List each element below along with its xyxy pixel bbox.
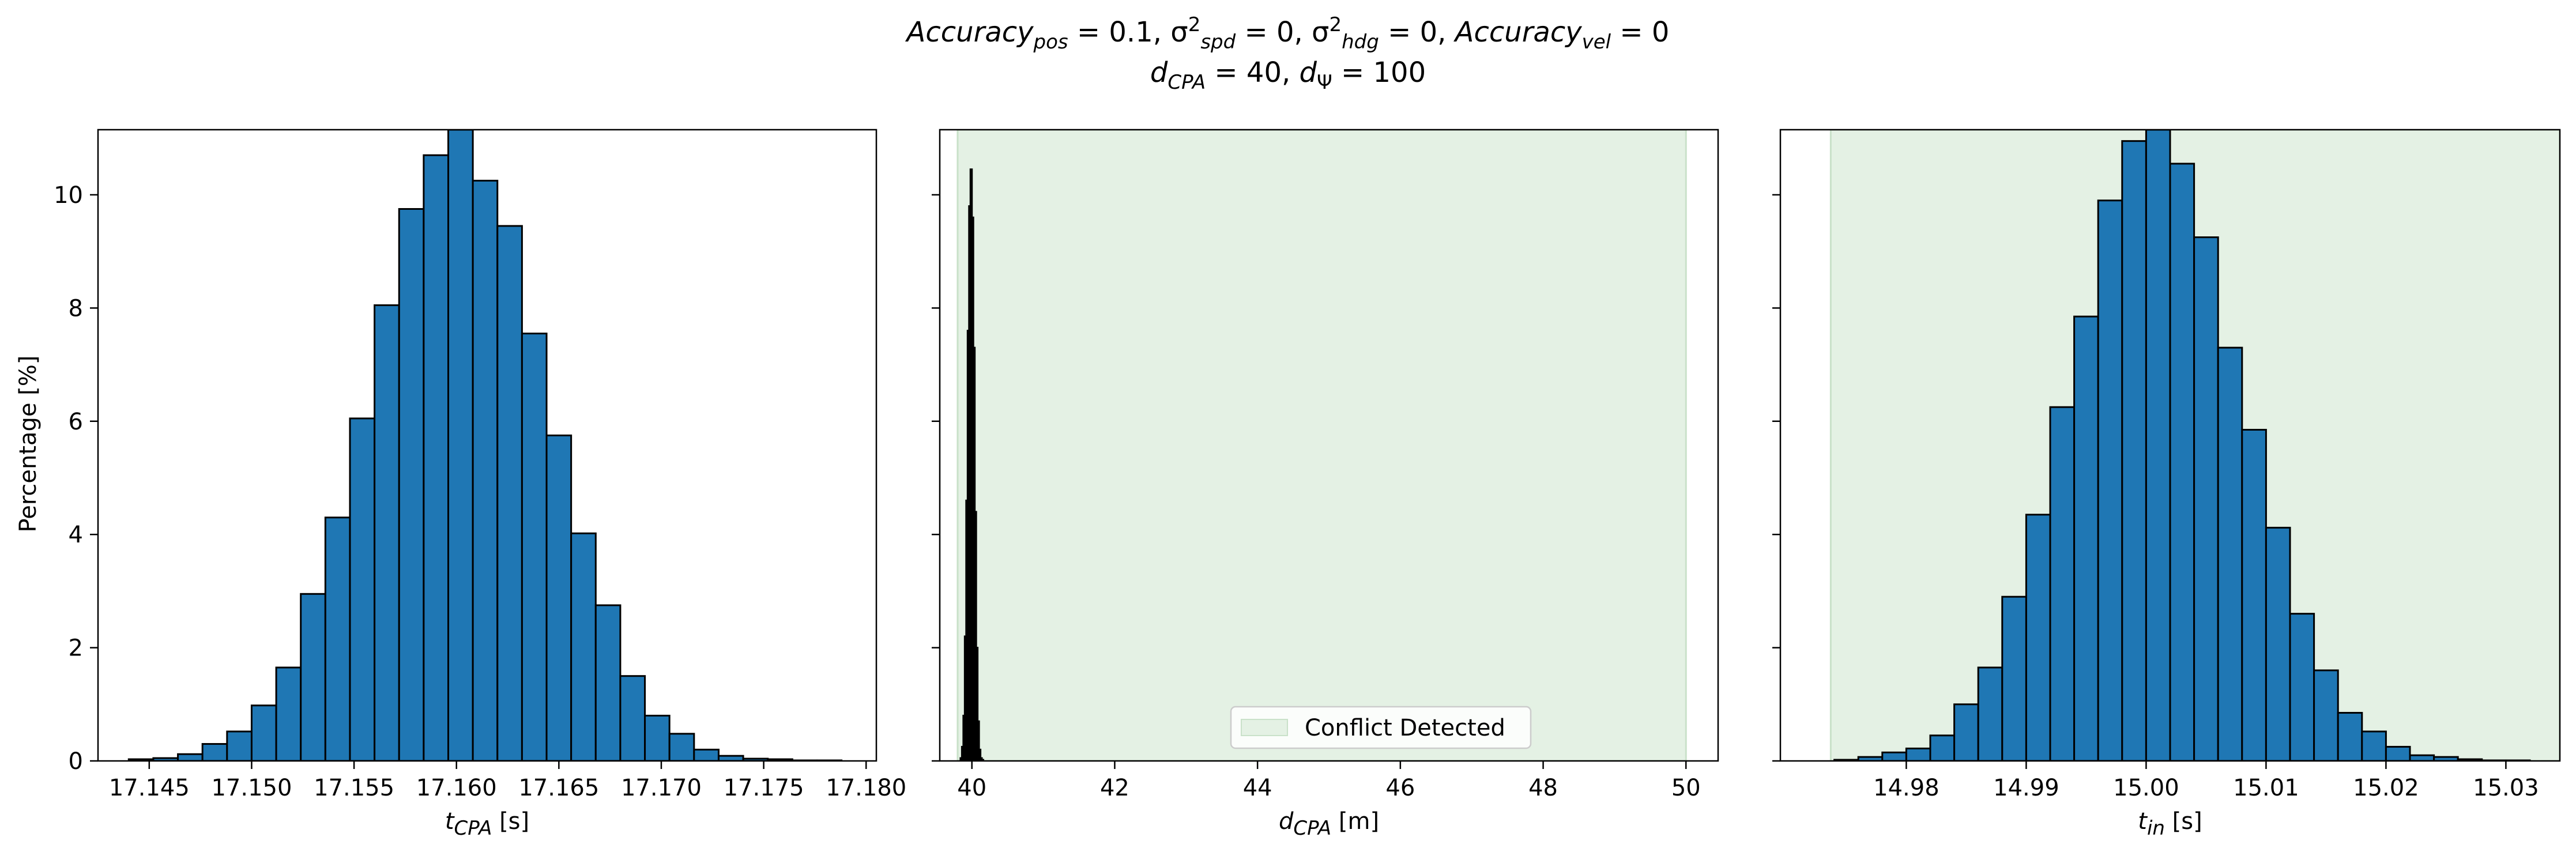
histogram-bar [978, 748, 982, 761]
x-tick-label: 15.01 [2233, 775, 2299, 801]
x-tick-label: 50 [1671, 775, 1701, 801]
histogram-bar [496, 225, 523, 761]
histogram-bar [300, 593, 326, 761]
histogram-bar [2145, 130, 2171, 761]
x-axis-label: tCPA [s] [445, 808, 529, 840]
y-tick-label: 4 [69, 522, 83, 548]
histogram-bar [619, 675, 646, 761]
y-tick-label: 2 [69, 635, 83, 662]
x-tick-label: 46 [1385, 775, 1415, 801]
histogram-bar [2169, 163, 2195, 761]
histogram-bar [447, 130, 474, 761]
x-tick-label: 17.160 [416, 775, 497, 801]
x-tick-label: 15.00 [2113, 775, 2179, 801]
histogram-bar [398, 208, 425, 761]
axes-frame [939, 129, 1719, 762]
histogram-bar [2001, 595, 2027, 761]
legend-swatch [1241, 719, 1288, 736]
histogram-bar [423, 154, 449, 761]
histogram-bar [1905, 747, 1931, 761]
histogram-bar [2193, 236, 2219, 761]
axes-frame [1779, 129, 2561, 762]
x-tick-label: 42 [1100, 775, 1129, 801]
conflict-detected-region [956, 130, 1687, 761]
histogram-bar [2073, 315, 2099, 761]
histogram-bar [201, 743, 228, 761]
histogram-bar [2337, 712, 2363, 761]
x-tick-label: 44 [1243, 775, 1272, 801]
histogram-bar [717, 755, 744, 761]
figure-title-line-2: dCPA​ = 40, dΨ​ = 100 [1150, 56, 1426, 94]
histogram-bar [594, 604, 622, 761]
x-tick-label: 40 [957, 775, 986, 801]
histogram-bar [250, 704, 277, 761]
histogram-bar [2265, 526, 2291, 761]
histogram-bar [2097, 199, 2123, 761]
histogram-bar [349, 417, 376, 761]
histogram-bar [1977, 666, 2003, 761]
histogram-bar [644, 714, 671, 761]
tcpa-histogram-panel: 17.145 17.150 17.155 17.160 17.165 17.170 17.1… [54, 129, 906, 840]
histogram-bar [2385, 745, 2411, 761]
legend-box [1230, 706, 1532, 749]
histogram-bar [974, 511, 977, 761]
x-tick-label: 17.150 [211, 775, 292, 801]
x-tick-label: 17.145 [109, 775, 190, 801]
x-tick-label: 15.02 [2353, 775, 2419, 801]
histogram-bar [570, 532, 597, 761]
histogram-bar [226, 730, 253, 761]
x-tick-label: 14.99 [1993, 775, 2059, 801]
histogram-bar [1929, 734, 1956, 761]
x-axis-label: tin [s] [2138, 808, 2202, 840]
x-tick-label: 48 [1528, 775, 1558, 801]
histogram-bar [668, 733, 695, 761]
legend-label: Conflict Detected [1305, 715, 1505, 741]
y-tick-label: 8 [69, 295, 83, 322]
y-tick-label: 0 [69, 748, 83, 775]
histogram-bar [2121, 140, 2147, 761]
histogram-bar [2313, 669, 2339, 761]
x-tick-label: 15.03 [2473, 775, 2539, 801]
histogram-bar [2217, 346, 2243, 761]
legend: Conflict Detected [1230, 706, 1532, 749]
x-tick-label: 17.175 [724, 775, 804, 801]
histogram-bar [2289, 613, 2315, 761]
x-tick-label: 17.170 [621, 775, 702, 801]
histogram-bar [275, 666, 302, 761]
histogram-bar [693, 748, 720, 761]
histogram-bar [1881, 751, 1907, 761]
histogram-bar [472, 179, 499, 761]
x-tick-label: 17.165 [518, 775, 599, 801]
histogram-bar [977, 720, 980, 761]
x-tick-label: 14.98 [1873, 775, 1939, 801]
axes-frame [97, 129, 878, 762]
y-axis-label: Percentage [%] [15, 356, 42, 533]
histogram-bar [2361, 730, 2387, 761]
histogram-bar [545, 434, 573, 761]
tin-histogram-panel: 14.98 14.99 15.00 15.01 15.02 15.03 tin [s] [1772, 129, 2561, 840]
x-tick-label: 17.155 [314, 775, 394, 801]
x-tick-label: 17.180 [826, 775, 906, 801]
dcpa-histogram-panel: 40 42 44 46 48 50 dCPA [m] Conflict Detected [932, 129, 1719, 840]
histogram-bar [324, 517, 351, 761]
histogram-bar [177, 753, 204, 761]
histogram-bar [2241, 428, 2267, 761]
histogram-bar [1953, 703, 1979, 761]
histogram-bar [2409, 754, 2435, 761]
histogram-bar [2049, 406, 2076, 761]
histogram-bar [2025, 514, 2051, 761]
histogram-bar [374, 304, 400, 761]
y-tick-label: 6 [69, 409, 83, 435]
figure-title-line-1: Accuracypos​ = 0.1, σ2spd​ = 0, σ2hdg​ =… [905, 13, 1670, 54]
y-tick-label: 10 [54, 182, 83, 209]
x-axis-label: dCPA [m] [1279, 808, 1379, 840]
histogram-bar [521, 333, 548, 761]
